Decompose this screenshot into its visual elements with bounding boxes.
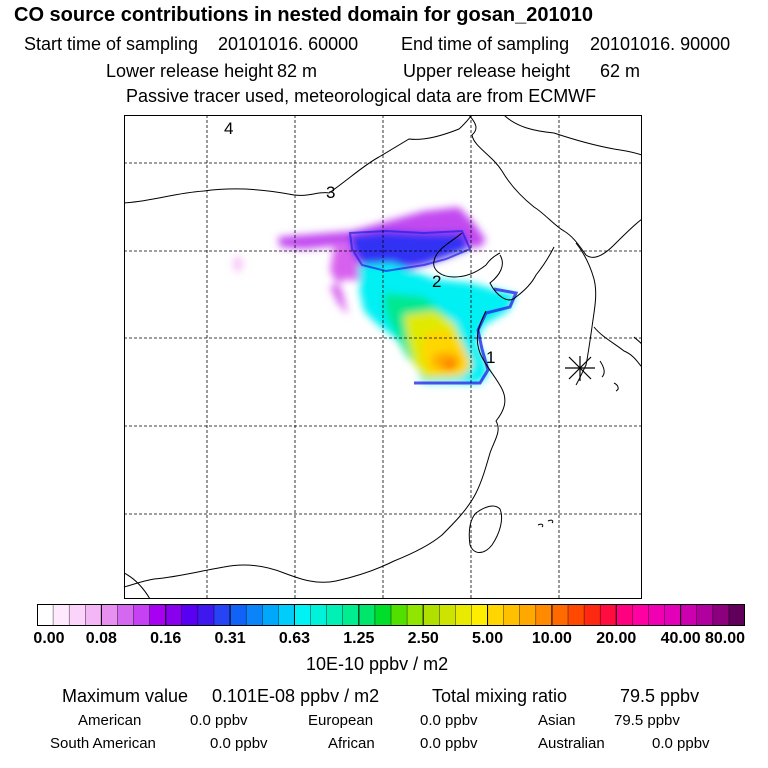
region-value: 0.0 ppbv	[210, 735, 268, 752]
source-contribution-map: 1 2 3 4	[124, 115, 642, 599]
colorbar-cell	[407, 604, 424, 626]
colorbar-cell	[728, 604, 745, 626]
colorbar-cell	[632, 604, 649, 626]
colorbar-cell	[696, 604, 714, 626]
tracer-note: Passive tracer used, meteorological data…	[126, 86, 597, 106]
colorbar-cell	[117, 604, 134, 626]
colorbar	[37, 604, 745, 626]
lower-release-label: Lower release height	[106, 61, 274, 81]
colorbar-cell	[487, 604, 505, 626]
colorbar-tick-label: 80.00	[704, 630, 746, 647]
colorbar-cell	[230, 604, 247, 626]
colorbar-cell	[455, 604, 472, 626]
region-name: South American	[50, 735, 156, 752]
star-icon	[565, 356, 595, 381]
max-value: 0.101E-08 ppbv / m2	[212, 686, 380, 706]
region-value: 79.5 ppbv	[614, 712, 680, 729]
colorbar-cell	[680, 604, 698, 626]
colorbar-cell	[294, 604, 311, 626]
colorbar-cell	[664, 604, 682, 626]
region-name: Asian	[538, 712, 576, 729]
colorbar-cell	[197, 604, 215, 626]
colorbar-cell	[181, 604, 199, 626]
colorbar-cell	[101, 604, 118, 626]
region-name: American	[78, 712, 142, 729]
colorbar-cell	[69, 604, 86, 626]
region-value: 0.0 ppbv	[652, 735, 710, 752]
colorbar-tick-label: 0.00	[33, 630, 65, 647]
colorbar-cell	[616, 604, 633, 626]
upper-release-value: 62 m	[600, 61, 641, 81]
time-marker-1: 1	[486, 348, 495, 367]
colorbar-cell	[600, 604, 617, 626]
colorbar-tick-label: 0.16	[150, 630, 182, 647]
colorbar-cell	[358, 604, 376, 626]
total-mixing-value: 79.5 ppbv	[620, 686, 700, 706]
colorbar-cell	[53, 604, 70, 626]
colorbar-tick-label: 0.08	[85, 630, 117, 647]
lat-lon-grid	[124, 115, 642, 599]
time-marker-4: 4	[224, 119, 233, 138]
colorbar-cell	[214, 604, 231, 626]
region-value: 0.0 ppbv	[420, 735, 478, 752]
colorbar-cell	[519, 604, 537, 626]
colorbar-cell	[262, 604, 279, 626]
colorbar-cell	[278, 604, 295, 626]
colorbar-tick-label: 5.00	[471, 630, 504, 647]
end-time-label: End time of sampling	[401, 34, 570, 54]
lower-release-value: 82 m	[277, 61, 318, 81]
colorbar-cell	[439, 604, 456, 626]
colorbar-tick-label: 40.00	[660, 630, 701, 647]
colorbar-cell	[503, 604, 521, 626]
region-value: 0.0 ppbv	[190, 712, 248, 729]
colorbar-cell	[326, 604, 344, 626]
plot-title: CO source contributions in nested domain…	[14, 4, 594, 26]
colorbar-cell	[342, 604, 360, 626]
time-marker-3: 3	[326, 183, 335, 202]
colorbar-cell	[246, 604, 263, 626]
concentration-plume	[233, 207, 519, 385]
colorbar-tick-label: 0.31	[214, 630, 246, 647]
max-value-label: Maximum value	[62, 686, 189, 706]
colorbar-unit: 10E-10 ppbv / m2	[306, 654, 449, 674]
colorbar-cell	[391, 604, 408, 626]
colorbar-cell	[374, 604, 392, 626]
colorbar-cell	[310, 604, 328, 626]
colorbar-cell	[471, 604, 488, 626]
time-marker-2: 2	[432, 272, 441, 291]
colorbar-cell	[712, 604, 730, 626]
total-mixing-label: Total mixing ratio	[432, 686, 568, 706]
colorbar-tick-label: 2.50	[407, 630, 439, 647]
colorbar-cell	[37, 604, 54, 626]
colorbar-cell	[584, 604, 601, 626]
colorbar-cell	[423, 604, 440, 626]
colorbar-tick-label: 20.00	[596, 630, 637, 647]
end-time-value: 20101016. 90000	[590, 34, 731, 54]
colorbar-tick-label: 1.25	[343, 630, 375, 647]
region-name: Australian	[538, 735, 605, 752]
start-time-label: Start time of sampling	[24, 34, 199, 54]
upper-release-label: Upper release height	[403, 61, 571, 81]
colorbar-tick-label: 10.00	[531, 630, 572, 647]
colorbar-cell	[165, 604, 183, 626]
colorbar-tick-label: 0.63	[278, 630, 311, 647]
region-name: European	[308, 712, 374, 729]
start-time-value: 20101016. 60000	[218, 34, 359, 54]
colorbar-cell	[149, 604, 167, 626]
colorbar-cell	[551, 604, 569, 626]
region-value: 0.0 ppbv	[420, 712, 478, 729]
colorbar-cell	[648, 604, 665, 626]
region-name: African	[328, 735, 375, 752]
map-frame	[124, 115, 642, 599]
colorbar-cell	[568, 604, 585, 626]
colorbar-cell	[85, 604, 102, 626]
colorbar-cell	[535, 604, 553, 626]
colorbar-cell	[133, 604, 151, 626]
